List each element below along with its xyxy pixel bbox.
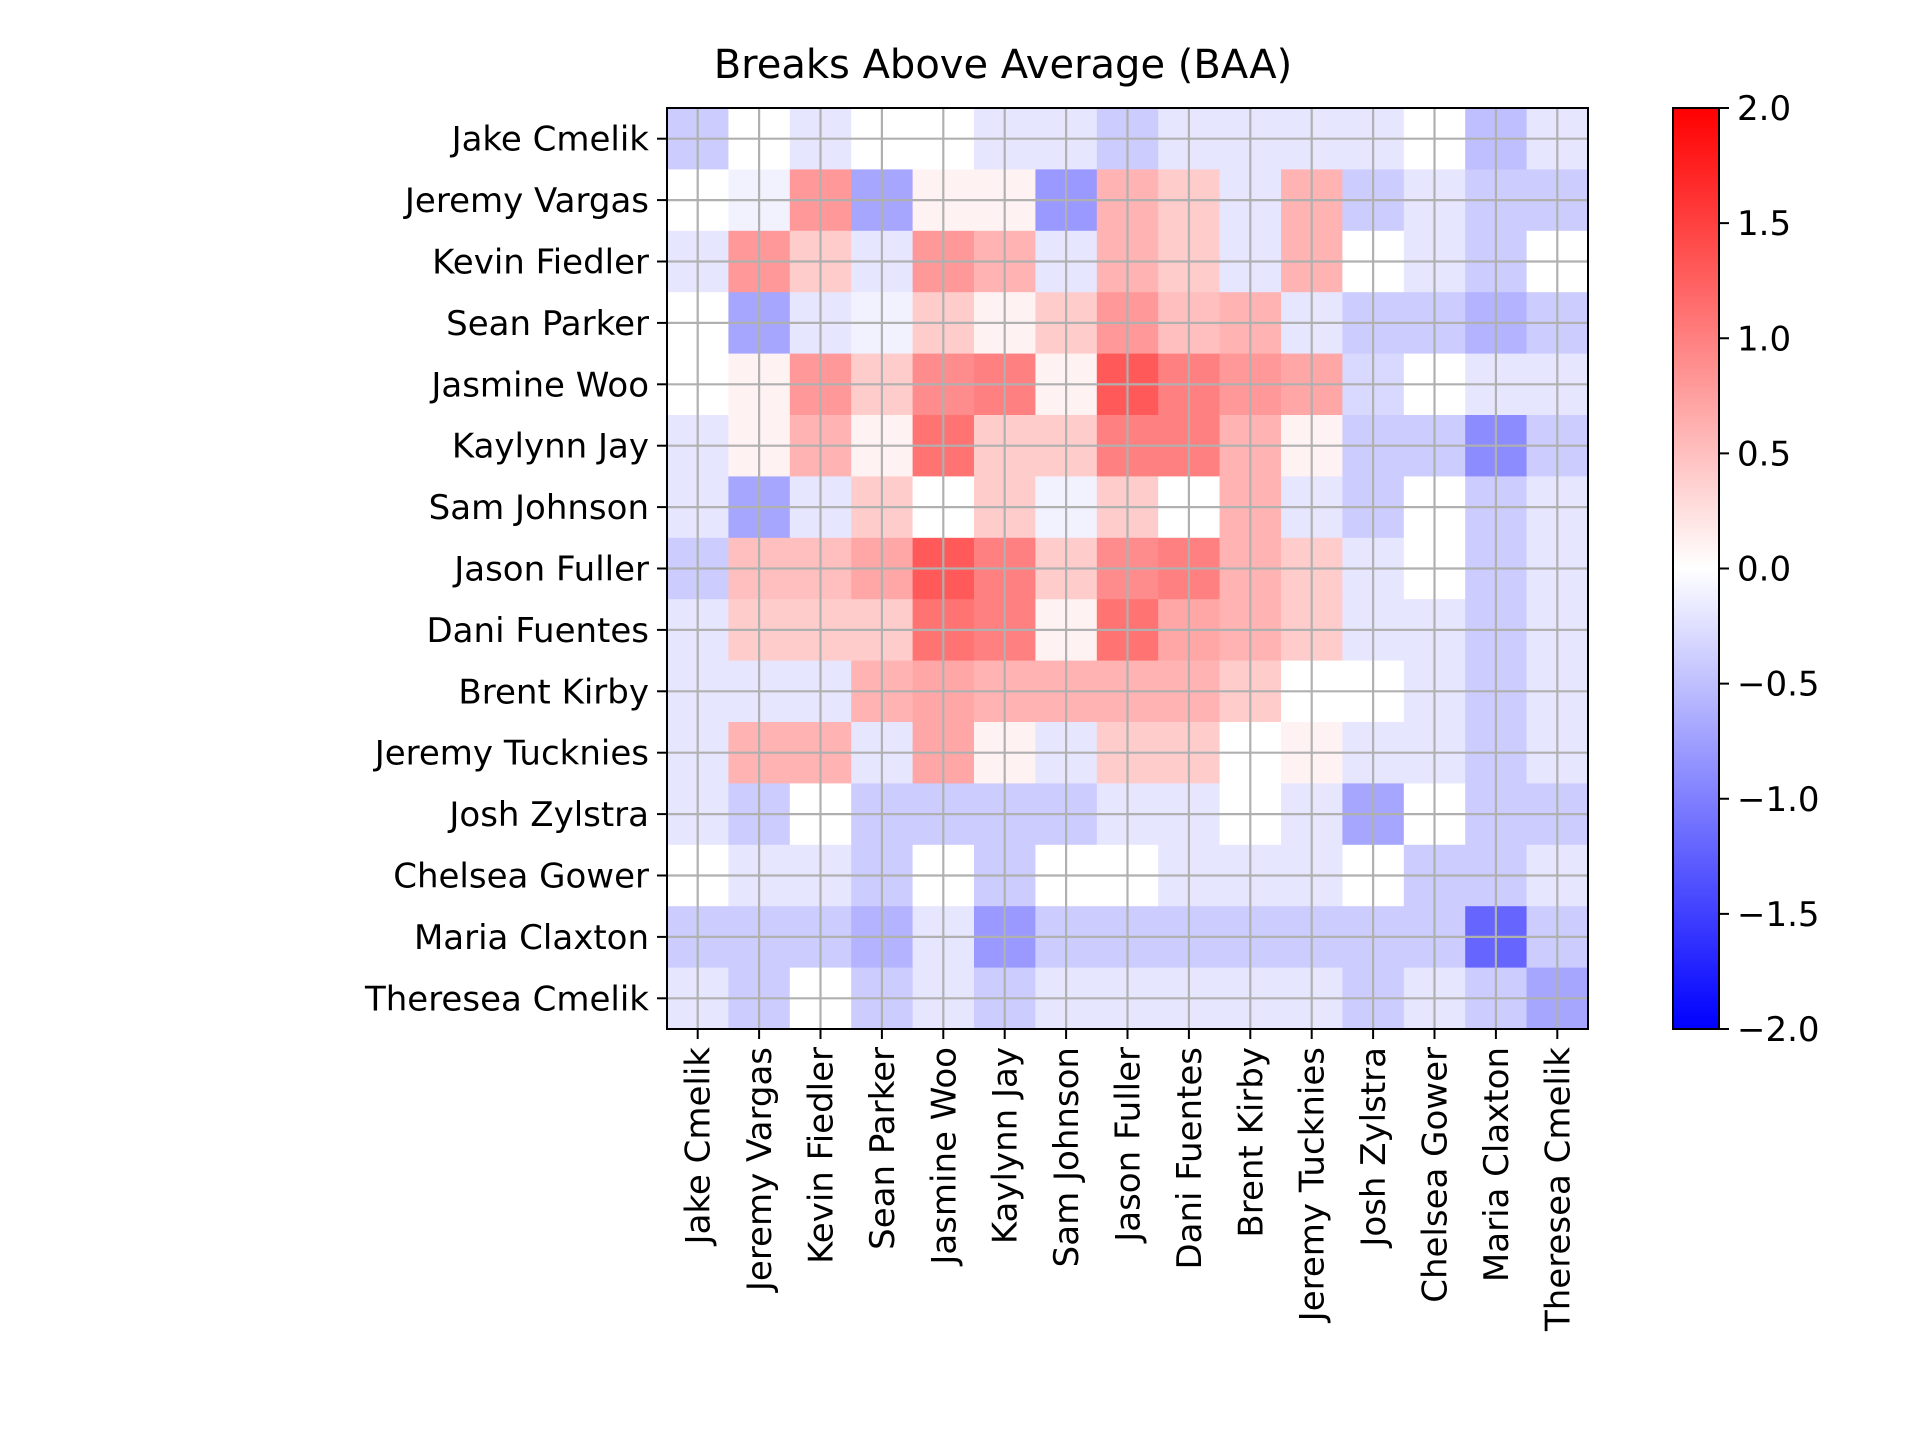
x-tick-label: Maria Claxton — [1477, 1047, 1517, 1282]
x-tick-label: Jeremy Vargas — [740, 1047, 780, 1293]
x-tick-label: Jason Fuller — [1109, 1047, 1149, 1244]
colorbar-tick-label: −1.0 — [1737, 780, 1820, 820]
x-tick-label: Jeremy Tucknies — [1293, 1047, 1333, 1323]
x-tick-label: Kaylynn Jay — [986, 1047, 1026, 1244]
colorbar-tick-label: −0.5 — [1737, 665, 1820, 705]
x-tick-label: Brent Kirby — [1231, 1047, 1271, 1238]
x-tick-label: Kevin Fiedler — [802, 1047, 842, 1264]
x-tick-label: Josh Zylstra — [1354, 1047, 1394, 1249]
colorbar-tick-label: 2.0 — [1737, 89, 1791, 129]
x-tick-label: Chelsea Gower — [1416, 1047, 1456, 1303]
y-tick-label: Jeremy Vargas — [403, 181, 649, 221]
heatmap-grid — [667, 108, 1588, 1029]
colorbar-tick-label: 1.5 — [1737, 204, 1791, 244]
colorbar-tick-label: −1.5 — [1737, 895, 1820, 935]
y-tick-label: Chelsea Gower — [393, 857, 649, 897]
y-tick-label: Jason Fuller — [452, 550, 649, 590]
y-tick-label: Theresea Cmelik — [364, 979, 649, 1019]
y-tick-label: Josh Zylstra — [447, 795, 649, 835]
colorbar-ticks: −2.0 −1.5 −1.0 −0.5 0.0 0.5 1.0 1.5 2.0 — [1719, 89, 1820, 1050]
x-tick-label: Dani Fuentes — [1170, 1047, 1210, 1270]
y-tick-label: Kaylynn Jay — [452, 427, 649, 467]
colorbar-tick-label: 1.0 — [1737, 319, 1791, 359]
y-tick-label: Dani Fuentes — [427, 611, 650, 651]
y-tick-label: Jake Cmelik — [450, 120, 650, 160]
y-tick-label: Sean Parker — [446, 304, 649, 344]
x-tick-label: Sean Parker — [863, 1047, 903, 1250]
x-tick-label: Sam Johnson — [1047, 1047, 1087, 1267]
colorbar — [1672, 107, 1720, 1030]
x-tick-label: Theresea Cmelik — [1538, 1047, 1578, 1332]
x-tick-label: Jake Cmelik — [679, 1047, 719, 1247]
y-tick-label: Maria Claxton — [414, 918, 649, 958]
y-tick-label: Sam Johnson — [429, 488, 649, 528]
colorbar-tick-label: −2.0 — [1737, 1010, 1820, 1050]
colorbar-tick-label: 0.5 — [1737, 434, 1791, 474]
y-tick-label: Brent Kirby — [458, 672, 649, 712]
colorbar-tick-label: 0.0 — [1737, 550, 1791, 590]
y-tick-label: Jeremy Tucknies — [373, 734, 649, 774]
y-tick-label: Jasmine Woo — [429, 365, 649, 405]
x-axis-ticks: Jake Cmelik Jeremy Vargas Kevin Fiedler Sea… — [679, 1029, 1578, 1332]
x-tick-label: Jasmine Woo — [924, 1047, 964, 1267]
y-axis-ticks: Jake Cmelik Jeremy Vargas Kevin Fiedler Sea… — [364, 120, 667, 1019]
y-tick-label: Kevin Fiedler — [432, 243, 649, 283]
chart-title: Breaks Above Average (BAA) — [714, 42, 1293, 88]
